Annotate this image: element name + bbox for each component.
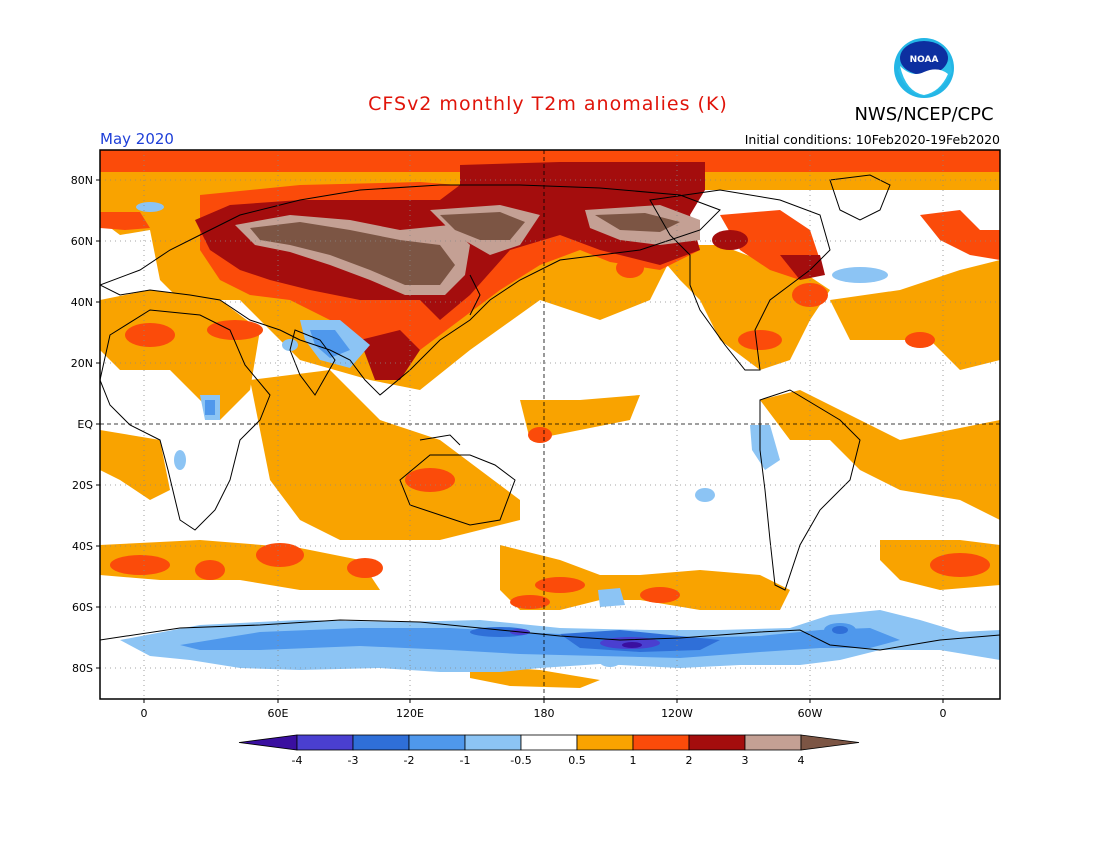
colorbar-swatch <box>744 734 802 751</box>
latitude-ticks <box>96 179 100 669</box>
colorbar-swatch <box>464 734 522 751</box>
lon-label: 120E <box>396 707 424 720</box>
colorbar-label: -4 <box>292 754 303 767</box>
graticule <box>100 150 1000 699</box>
longitude-labels: 0 60E 120E 180 120W 60W 0 <box>141 707 947 720</box>
map-title: CFSv2 monthly T2m anomalies (K) <box>368 93 728 115</box>
colorbar-label: 1 <box>630 754 637 767</box>
colorbar-swatch <box>408 734 466 751</box>
lon-label: 60W <box>798 707 823 720</box>
lon-label: 0 <box>141 707 148 720</box>
noaa-logo: NOAA <box>894 38 954 98</box>
colorbar-label: -0.5 <box>510 754 531 767</box>
initial-conditions: Initial conditions: 10Feb2020-19Feb2020 <box>745 132 1000 147</box>
lat-label: 60S <box>72 601 93 614</box>
equator-dateline <box>100 150 1000 699</box>
lat-label: 60N <box>71 235 93 248</box>
lat-label: 20S <box>72 479 93 492</box>
colorbar-swatch <box>632 734 690 751</box>
anomaly-zone-below-neg4 <box>622 642 642 648</box>
colorbar-swatch <box>238 734 298 751</box>
lat-label: EQ <box>77 418 93 431</box>
latitude-labels: 80N 60N 40N 20N EQ 20S 40S 60S 80S <box>71 174 94 675</box>
lon-label: 60E <box>268 707 289 720</box>
colorbar-label: 2 <box>686 754 693 767</box>
forecast-month: May 2020 <box>100 130 174 148</box>
colorbar-label: -2 <box>404 754 415 767</box>
anomaly-zone-neg1-neg2 <box>180 330 900 658</box>
lat-label: 40N <box>71 296 93 309</box>
lat-label: 40S <box>72 540 93 553</box>
colorbar-swatch <box>352 734 410 751</box>
lat-label: 80N <box>71 174 93 187</box>
noaa-logo-text: NOAA <box>910 55 939 65</box>
colorbar: -4 -3 -2 -1 -0.5 0.5 1 2 3 4 <box>238 734 860 767</box>
colorbar-swatch <box>688 734 746 751</box>
agency-label: NWS/NCEP/CPC <box>854 104 993 125</box>
anomaly-zone-above-4 <box>250 212 680 285</box>
colorbar-label: -1 <box>460 754 471 767</box>
lon-label: 180 <box>534 707 555 720</box>
colorbar-label: 4 <box>798 754 805 767</box>
coastlines <box>100 174 1000 651</box>
colorbar-label: -3 <box>348 754 359 767</box>
lat-label: 20N <box>71 357 93 370</box>
longitude-ticks <box>143 699 944 703</box>
lon-label: 120W <box>661 707 693 720</box>
lon-label: 0 <box>940 707 947 720</box>
colorbar-swatch <box>576 734 634 751</box>
colorbar-label: 3 <box>742 754 749 767</box>
colorbar-swatch <box>520 734 578 751</box>
colorbar-swatch <box>800 734 860 751</box>
anomaly-map <box>100 150 1000 699</box>
colorbar-swatch <box>296 734 354 751</box>
lat-label: 80S <box>72 662 93 675</box>
colorbar-label: 0.5 <box>568 754 586 767</box>
